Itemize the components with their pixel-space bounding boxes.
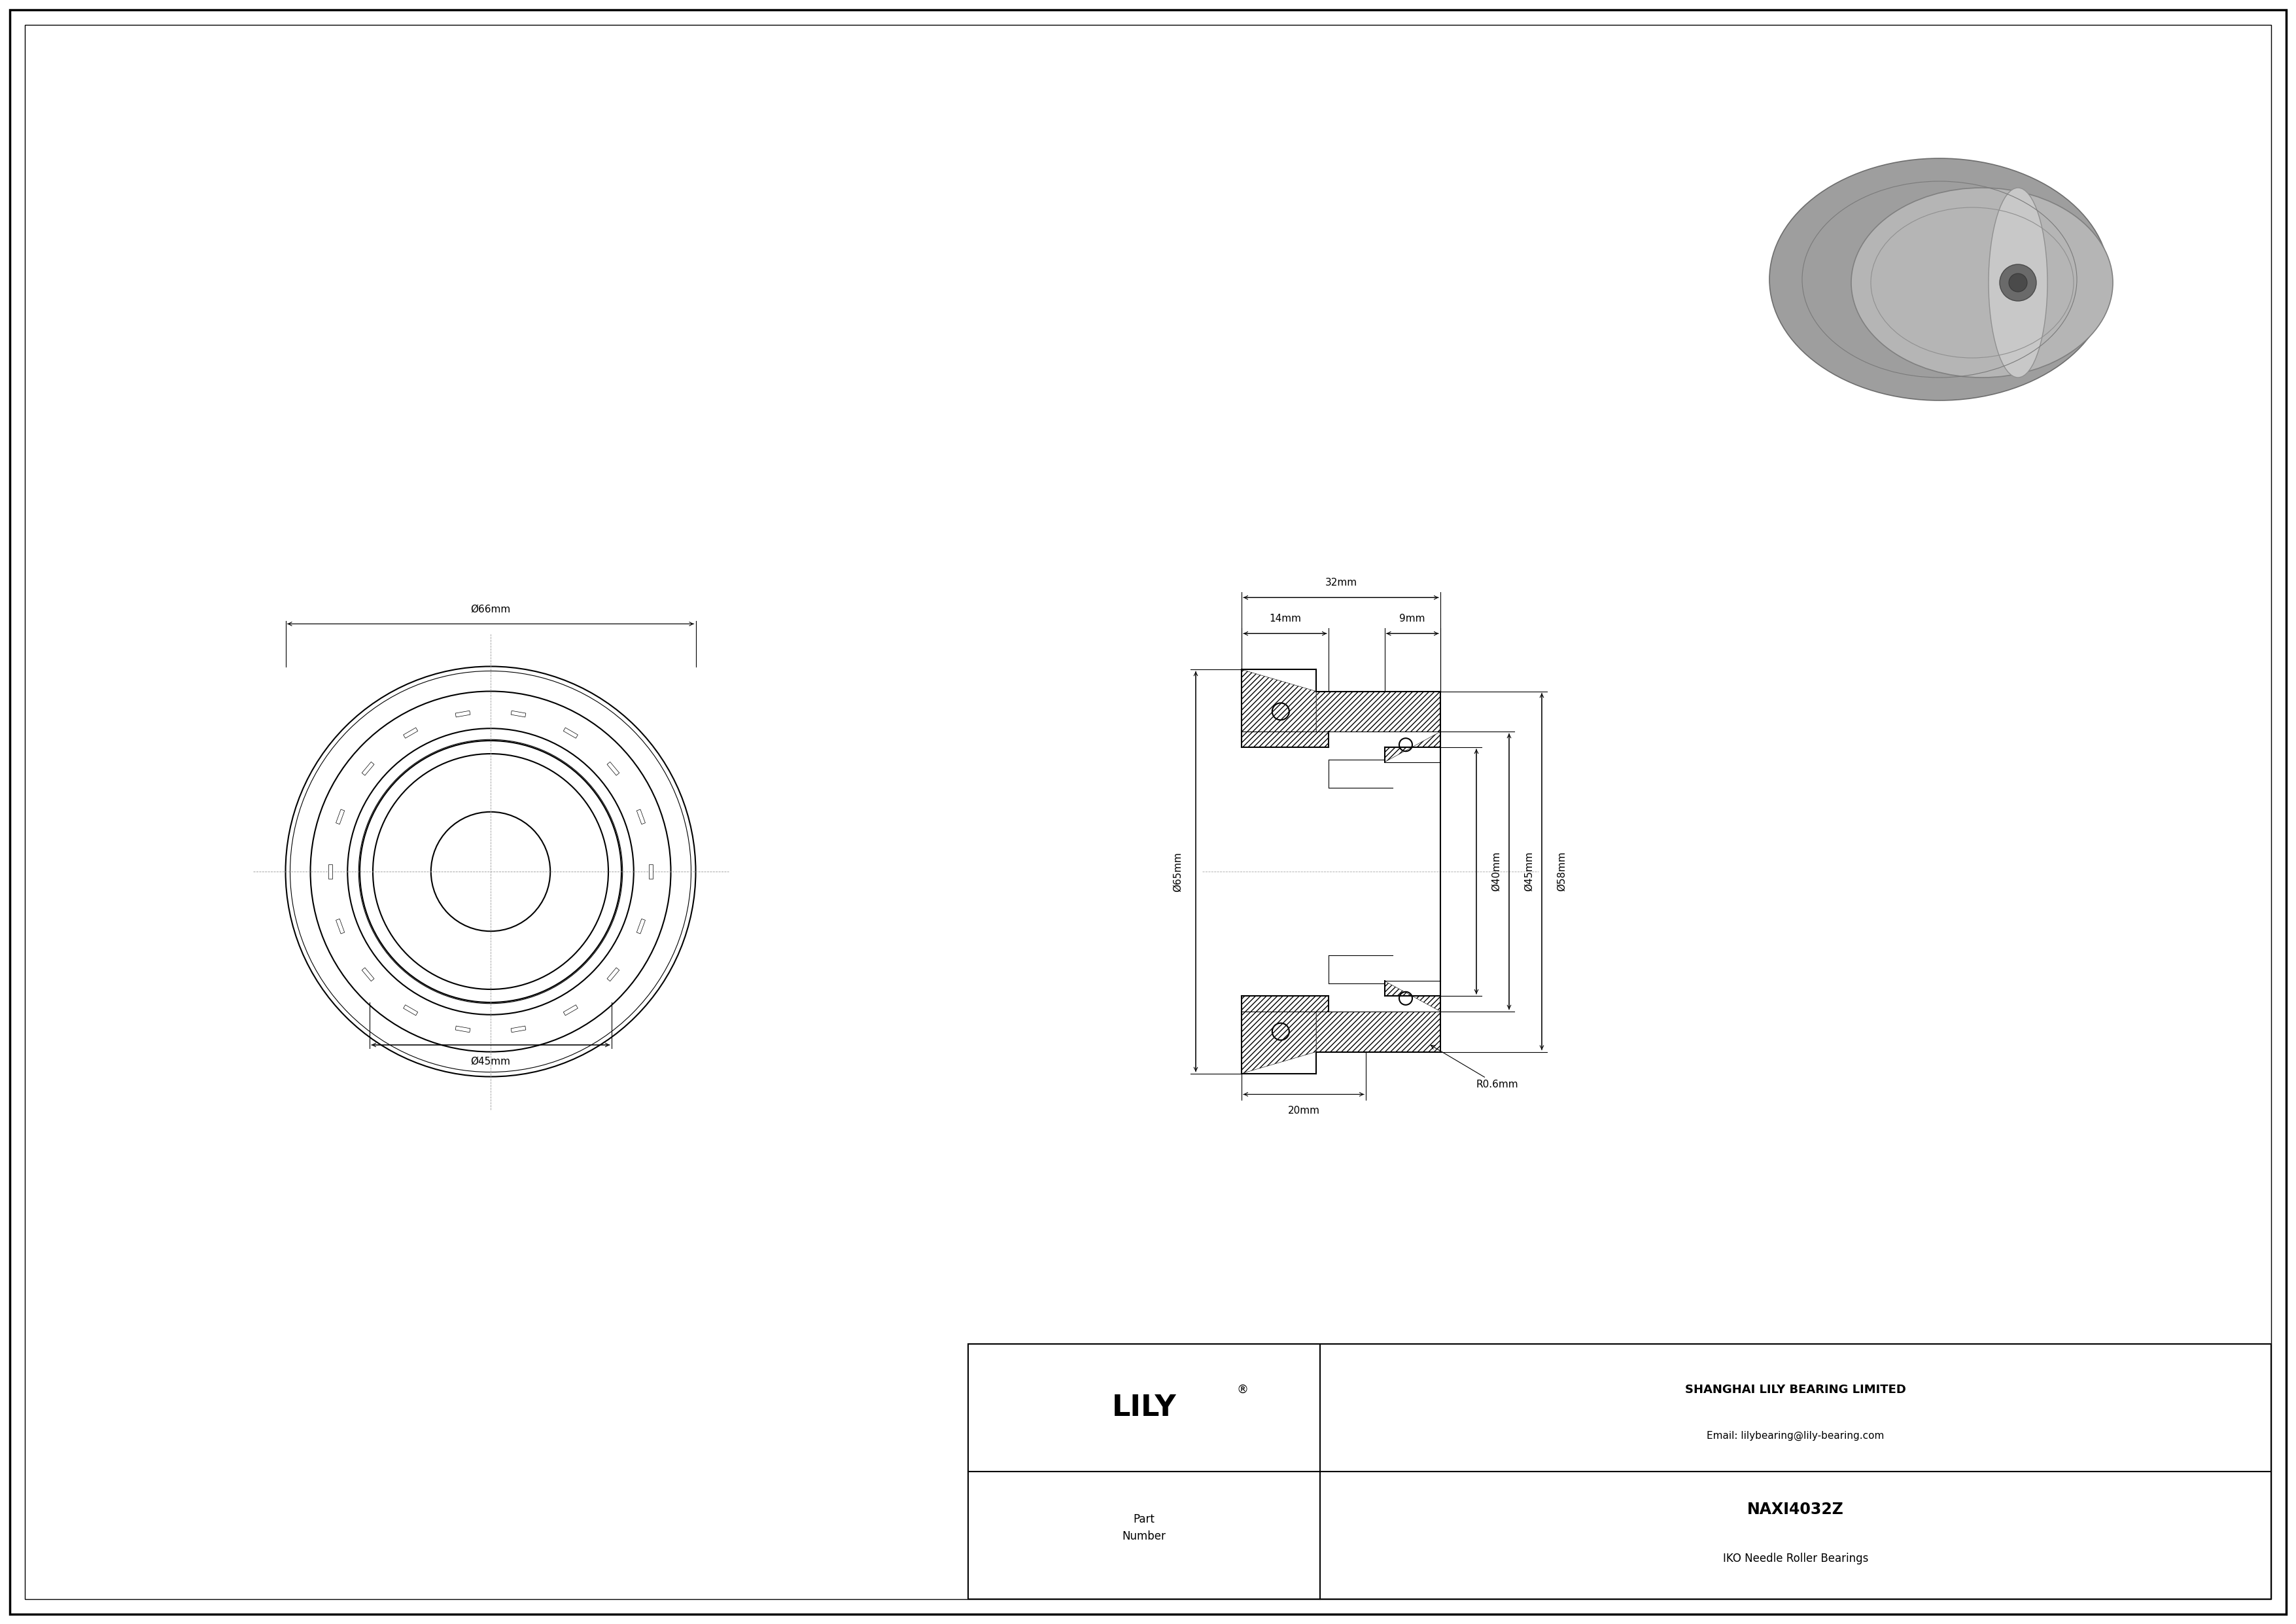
- Text: IKO Needle Roller Bearings: IKO Needle Roller Bearings: [1722, 1553, 1869, 1564]
- Text: 9mm: 9mm: [1401, 614, 1426, 624]
- Ellipse shape: [1988, 188, 2048, 377]
- Polygon shape: [1384, 981, 1440, 1012]
- Bar: [455, 1026, 471, 1033]
- Bar: [512, 711, 526, 718]
- Text: Ø65mm: Ø65mm: [1173, 851, 1182, 892]
- Text: NAXI4032Z: NAXI4032Z: [1747, 1502, 1844, 1518]
- Bar: [969, 1345, 2271, 1600]
- Bar: [363, 762, 374, 775]
- Ellipse shape: [2009, 273, 2027, 292]
- Bar: [363, 968, 374, 981]
- Text: R0.6mm: R0.6mm: [1430, 1046, 1518, 1090]
- Text: SHANGHAI LILY BEARING LIMITED: SHANGHAI LILY BEARING LIMITED: [1685, 1384, 1906, 1395]
- Text: Ø45mm: Ø45mm: [471, 1057, 510, 1067]
- Text: 14mm: 14mm: [1270, 614, 1302, 624]
- Text: LILY: LILY: [1111, 1393, 1176, 1423]
- Text: Email: lilybearing@lily-bearing.com: Email: lilybearing@lily-bearing.com: [1706, 1431, 1885, 1440]
- Polygon shape: [1242, 996, 1329, 1012]
- Polygon shape: [1384, 732, 1440, 762]
- Text: ®: ®: [1238, 1384, 1249, 1395]
- Polygon shape: [1242, 669, 1316, 732]
- Text: Part
Number: Part Number: [1123, 1514, 1166, 1543]
- Polygon shape: [1242, 732, 1329, 747]
- Polygon shape: [1316, 1012, 1440, 1052]
- Bar: [636, 919, 645, 934]
- Bar: [650, 864, 652, 879]
- Bar: [404, 728, 418, 739]
- Bar: [606, 762, 620, 775]
- Bar: [636, 809, 645, 825]
- Bar: [512, 1026, 526, 1033]
- Text: Ø58mm: Ø58mm: [1557, 851, 1566, 892]
- Text: Ø66mm: Ø66mm: [471, 604, 510, 614]
- Bar: [335, 919, 344, 934]
- Text: Ø40mm: Ø40mm: [1490, 851, 1502, 892]
- Bar: [563, 728, 579, 739]
- Bar: [563, 1005, 579, 1015]
- Polygon shape: [1242, 1012, 1316, 1073]
- Bar: [455, 711, 471, 718]
- Text: Ø45mm: Ø45mm: [1525, 851, 1534, 892]
- Bar: [335, 809, 344, 825]
- Ellipse shape: [1770, 159, 2110, 401]
- Ellipse shape: [1851, 188, 2112, 377]
- Text: 32mm: 32mm: [1325, 578, 1357, 588]
- Bar: [328, 864, 333, 879]
- Bar: [404, 1005, 418, 1015]
- Ellipse shape: [2000, 265, 2037, 300]
- Text: 20mm: 20mm: [1288, 1106, 1320, 1116]
- Polygon shape: [1316, 692, 1440, 732]
- Bar: [606, 968, 620, 981]
